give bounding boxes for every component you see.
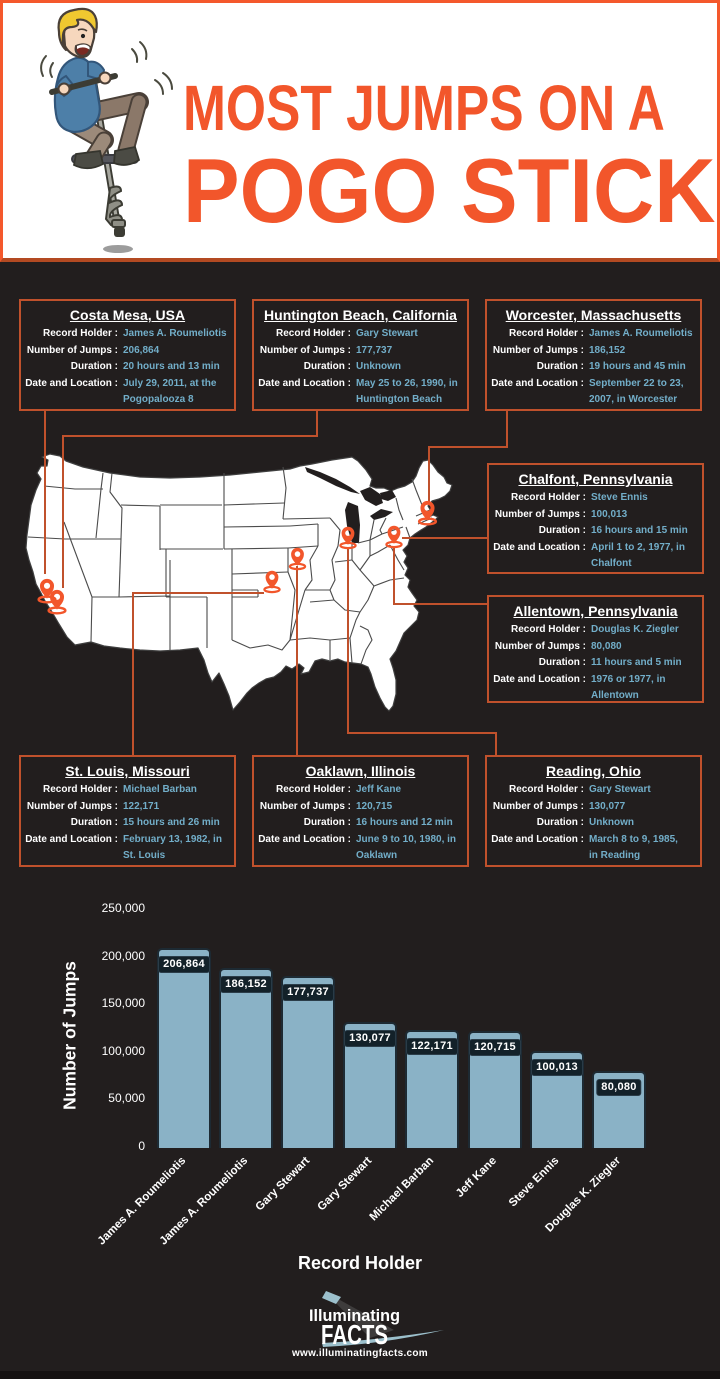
- svg-text:Illuminating: Illuminating: [309, 1307, 400, 1325]
- svg-text:FACTS: FACTS: [321, 1319, 388, 1350]
